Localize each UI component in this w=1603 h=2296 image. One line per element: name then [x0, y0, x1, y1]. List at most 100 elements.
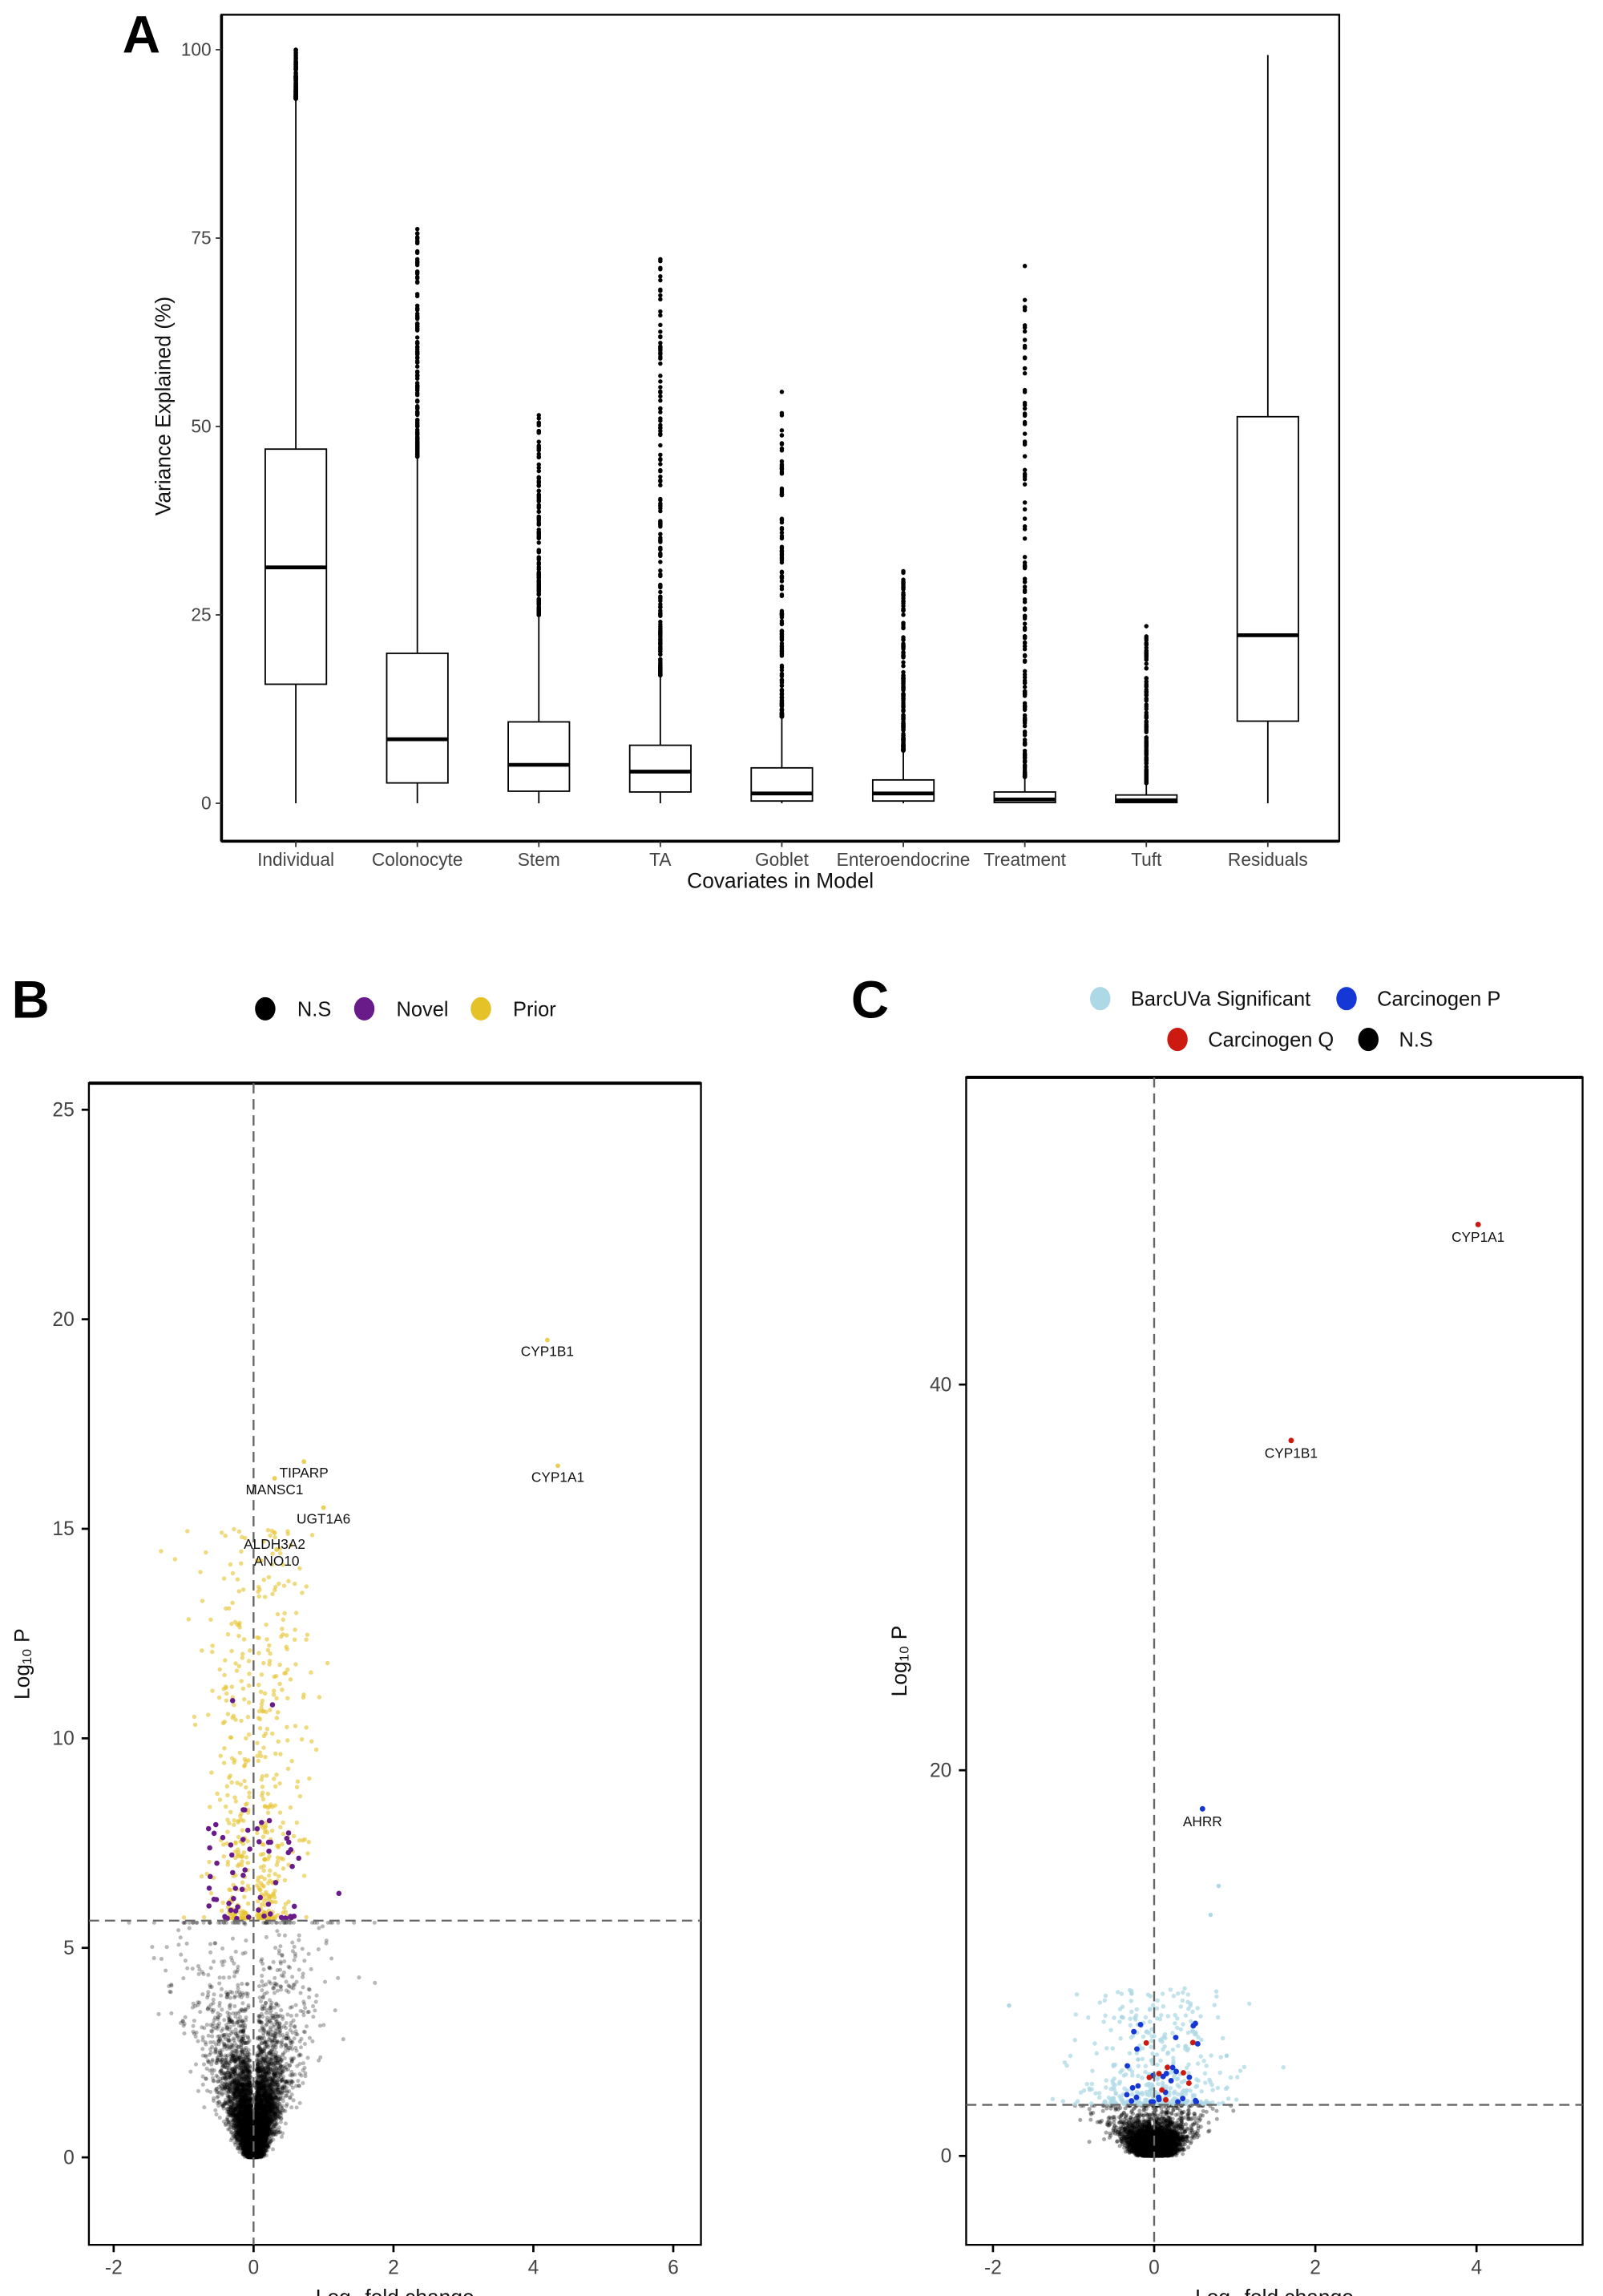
ns-point: [240, 2144, 245, 2148]
ns-point: [257, 2149, 262, 2154]
outliers: [293, 47, 298, 101]
outlier-point: [658, 560, 663, 564]
ns-point: [248, 2142, 253, 2147]
ns-point: [257, 2146, 262, 2151]
outlier-point: [293, 87, 298, 91]
ns-point: [271, 2107, 276, 2112]
outlier-point: [658, 519, 663, 523]
ns-point: [231, 2090, 236, 2095]
ns-point: [231, 2036, 236, 2041]
ns-point: [242, 2051, 248, 2055]
outlier-point: [414, 443, 420, 447]
outlier-point: [779, 671, 785, 677]
ns-point: [200, 2082, 205, 2087]
ns-point: [248, 2151, 252, 2156]
ns-point: [255, 2150, 260, 2155]
ns-point: [255, 2133, 260, 2139]
outlier-point: [1144, 634, 1149, 639]
ns-point: [191, 2023, 196, 2028]
ns-point: [256, 2045, 261, 2050]
outlier-point: [414, 369, 420, 374]
ns-point: [260, 2049, 264, 2054]
outlier-point: [1144, 714, 1149, 719]
ns-point: [269, 2120, 274, 2124]
ns-point: [243, 2114, 248, 2119]
ns-point: [311, 2015, 316, 2019]
ns-point: [253, 2144, 259, 2148]
ns-point: [248, 2153, 253, 2158]
ns-point: [277, 2027, 282, 2031]
ns-point: [245, 2069, 250, 2074]
y-tick-label: 5: [63, 1938, 75, 1959]
ns-point: [208, 2047, 213, 2051]
ns-point: [214, 2112, 219, 2117]
x-tick-label: TA: [649, 849, 672, 870]
outlier-point: [1022, 641, 1028, 645]
ns-point: [254, 2145, 259, 2150]
outlier-point: [779, 446, 785, 451]
outlier-point: [414, 452, 420, 458]
ns-point: [190, 1967, 195, 1971]
y-tick-label: 50: [191, 415, 211, 436]
ns-point: [196, 2003, 200, 2007]
ns-point: [245, 2072, 250, 2077]
ns-point: [271, 2108, 277, 2113]
ns-point: [271, 1986, 276, 1991]
ns-point: [195, 1920, 200, 1925]
ns-point: [242, 2105, 247, 2110]
y-axis-title: Log₁₀ P: [10, 1628, 34, 1700]
ns-point: [241, 2123, 247, 2128]
outlier-point: [658, 267, 663, 272]
ns-point: [243, 2134, 248, 2139]
x-tick-label: -2: [105, 2258, 123, 2279]
ns-point: [299, 2036, 304, 2041]
outlier-point: [414, 341, 420, 346]
ns-point: [227, 2027, 232, 2032]
ns-point: [253, 2111, 259, 2116]
legend-swatch: [470, 996, 491, 1021]
ns-point: [253, 2148, 258, 2153]
ns-point: [251, 2155, 256, 2160]
ns-point: [264, 2099, 269, 2104]
ns-point: [244, 2139, 249, 2144]
ns-point: [260, 2094, 264, 2100]
ns-point: [265, 2128, 270, 2133]
ns-point: [322, 1979, 328, 1984]
ns-point: [260, 2121, 265, 2127]
ns-point: [211, 2001, 216, 2006]
ns-point: [257, 2146, 262, 2151]
ns-point: [259, 2128, 264, 2132]
ns-point: [247, 2141, 252, 2146]
ns-point: [256, 2146, 261, 2151]
outlier-point: [536, 421, 541, 426]
ns-point: [228, 2038, 232, 2043]
outlier-point: [414, 241, 420, 246]
ns-point: [226, 2039, 231, 2044]
ns-point: [261, 1920, 266, 1925]
ns-point: [278, 1944, 283, 1949]
outlier-point: [536, 447, 541, 452]
outlier-point: [414, 398, 420, 403]
ns-point: [232, 2108, 236, 2113]
outlier-point: [536, 573, 541, 579]
ns-point: [254, 2112, 259, 2116]
y-tick-label: 0: [201, 792, 212, 813]
outlier-point: [536, 515, 541, 521]
ns-point: [248, 2152, 253, 2157]
ns-point: [263, 2144, 268, 2148]
ns-point: [247, 2139, 252, 2144]
ns-point: [266, 2144, 271, 2149]
ns-point: [222, 1959, 227, 1964]
outlier-point: [658, 483, 663, 487]
outlier-point: [901, 733, 906, 738]
ns-point: [248, 2151, 253, 2156]
y-tick-label: 15: [52, 1518, 74, 1540]
ns-point: [258, 2146, 263, 2151]
ns-point: [256, 2126, 261, 2131]
ns-point: [243, 2137, 248, 2142]
ns-point: [254, 2128, 259, 2132]
outlier-point: [779, 536, 785, 541]
outlier-point: [901, 642, 906, 648]
ns-point: [285, 2012, 290, 2017]
y-tick-label: 25: [191, 604, 211, 625]
